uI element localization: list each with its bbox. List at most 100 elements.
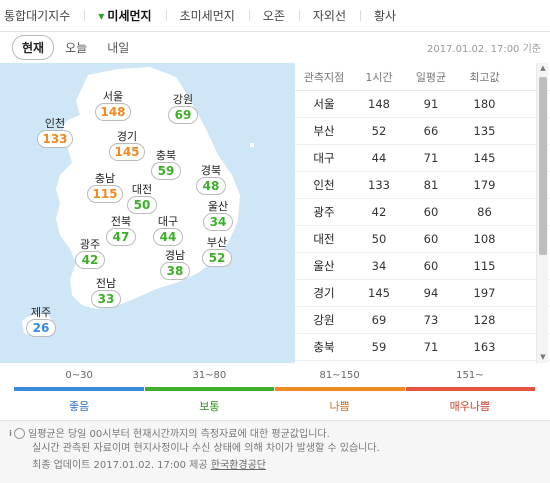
cell-1hour: 148 [368, 97, 390, 111]
legend-color-bar [14, 387, 535, 391]
tab-yellow-dust[interactable]: 황사 [360, 7, 410, 24]
cell-station: 대전 [313, 232, 335, 246]
cell-1hour: 145 [368, 286, 390, 300]
scroll-up-arrow-icon[interactable]: ▲ [540, 64, 546, 72]
scroll-thumb[interactable] [539, 77, 547, 255]
station-name: 충북 [155, 149, 177, 162]
tab-label: 통합대기지수 [4, 9, 71, 23]
legend-label-very-bad: 매우나쁨 [449, 400, 491, 413]
tab-integrated-air-index[interactable]: 통합대기지수 [0, 7, 84, 24]
station-value-badge: 34 [203, 213, 233, 231]
source-link[interactable]: 한국환경공단 [210, 460, 266, 471]
legend-range-normal: 31~80 [192, 370, 227, 381]
update-timestamp: 2017.01.02. 17:00 기준 [426, 44, 541, 55]
subtab-today[interactable]: 오늘 [65, 40, 88, 55]
map-station-seoul[interactable]: 서울 148 [88, 90, 138, 121]
subtab-now[interactable]: 현재 [12, 34, 55, 60]
cell-station: 부산 [313, 124, 335, 138]
table-header: 관측지점 1시간 일평균 최고값 [295, 63, 550, 91]
scroll-down-arrow-icon[interactable]: ▼ [540, 353, 546, 361]
cell-daily-avg: 91 [423, 97, 439, 111]
cell-daily-avg: 94 [423, 286, 439, 300]
station-value-badge: 115 [87, 185, 123, 203]
tab-uv[interactable]: 자외선 [298, 7, 360, 24]
station-value-badge: 148 [95, 103, 131, 121]
table-row: 충북 59 71 163 [295, 334, 550, 361]
table-row: 경기 145 94 197 [295, 280, 550, 307]
col-station: 관측지점 [303, 70, 345, 84]
cell-max: 145 [473, 151, 496, 165]
station-value-badge: 42 [75, 251, 105, 269]
cell-1hour: 34 [371, 259, 387, 273]
time-sub-tabs: 현재 오늘 내일 [0, 33, 550, 61]
map-station-daejeon[interactable]: 대전 50 [117, 183, 167, 214]
map-station-chungbuk[interactable]: 충북 59 [141, 149, 191, 180]
station-name: 인천 [44, 117, 66, 130]
table-row: 강원 69 73 128 [295, 307, 550, 334]
cell-max: 163 [473, 340, 496, 354]
cell-station: 경기 [313, 286, 335, 300]
station-value-badge: 50 [127, 196, 157, 214]
cell-daily-avg: 71 [423, 151, 439, 165]
cell-daily-avg: 60 [423, 232, 439, 246]
map-station-gwangju[interactable]: 광주 42 [65, 238, 115, 269]
table-row: 울산 34 60 115 [295, 253, 550, 280]
map-station-gangwon[interactable]: 강원 69 [158, 93, 208, 124]
cell-station: 강원 [313, 313, 335, 327]
cell-max: 180 [473, 97, 496, 111]
cell-max: 108 [473, 232, 496, 246]
cell-max: 128 [473, 313, 496, 327]
station-value-badge: 48 [196, 177, 226, 195]
active-triangle-icon: ▼ [98, 12, 105, 21]
legend-range-good: 0~30 [65, 370, 93, 381]
station-value-badge: 47 [106, 228, 136, 246]
tab-fine-dust[interactable]: ▼ 미세먼지 [84, 7, 165, 24]
map-station-jeonbuk[interactable]: 전북 47 [96, 215, 146, 246]
tab-ozone[interactable]: 오존 [248, 7, 299, 24]
cell-daily-avg: 71 [423, 340, 439, 354]
map-station-gyeongnam[interactable]: 경남 38 [150, 249, 200, 280]
info-icon: i [9, 428, 25, 439]
cell-daily-avg: 73 [423, 313, 439, 327]
station-name: 서울 [102, 90, 124, 103]
station-table: 관측지점 1시간 일평균 최고값 서울 148 91 180 부산 52 66 … [295, 63, 550, 363]
station-name: 대구 [157, 215, 179, 228]
station-value-badge: 52 [202, 249, 232, 267]
table-scrollbar[interactable]: ▲ ▼ [536, 63, 548, 363]
station-value-badge: 133 [37, 130, 73, 148]
station-value-badge: 38 [160, 262, 190, 280]
station-value-badge: 33 [91, 290, 121, 308]
map-station-daegu[interactable]: 대구 44 [143, 215, 193, 246]
station-name: 제주 [30, 306, 52, 319]
tab-label: 오존 [262, 9, 285, 23]
map-station-jeonnam[interactable]: 전남 33 [81, 277, 131, 308]
cell-max: 197 [473, 286, 496, 300]
map-station-gyeongbuk[interactable]: 경북 48 [186, 164, 236, 195]
station-value-badge: 145 [109, 143, 145, 161]
station-name: 전북 [110, 215, 132, 228]
cell-1hour: 42 [371, 205, 387, 219]
station-name: 울산 [207, 200, 229, 213]
legend-bar-very-bad [405, 387, 535, 391]
subtab-tomorrow[interactable]: 내일 [107, 40, 130, 55]
table-row: 서울 148 91 180 [295, 91, 550, 118]
map-station-chungnam[interactable]: 충남 115 [80, 172, 130, 203]
station-name: 경기 [116, 130, 138, 143]
col-daily-avg: 일평균 [415, 70, 447, 84]
update-info: 최종 업데이트 2017.01.02. 17:00 제공 한국환경공단 [14, 459, 540, 473]
map-station-jeju[interactable]: 제주 26 [16, 306, 66, 337]
tab-label: 초미세먼지 [179, 9, 235, 23]
legend-range-very-bad: 151~ [456, 370, 484, 381]
station-name: 대전 [131, 183, 153, 196]
top-tab-bar: 통합대기지수 ▼ 미세먼지 초미세먼지 오존 자외선 황사 [0, 0, 550, 32]
map-station-ulsan[interactable]: 울산 34 [193, 200, 243, 231]
cell-station: 충북 [313, 340, 335, 354]
station-name: 전남 [95, 277, 117, 290]
note-text: 일평균은 당일 00시부터 현재시간까지의 측정자료에 대한 평균값입니다. [28, 429, 330, 440]
map-station-incheon[interactable]: 인천 133 [30, 117, 80, 148]
cell-station: 서울 [313, 97, 335, 111]
tab-ultrafine-dust[interactable]: 초미세먼지 [165, 7, 249, 24]
map-station-busan[interactable]: 부산 52 [192, 236, 242, 267]
map-station-gyeonggi[interactable]: 경기 145 [102, 130, 152, 161]
station-name: 강원 [172, 93, 194, 106]
